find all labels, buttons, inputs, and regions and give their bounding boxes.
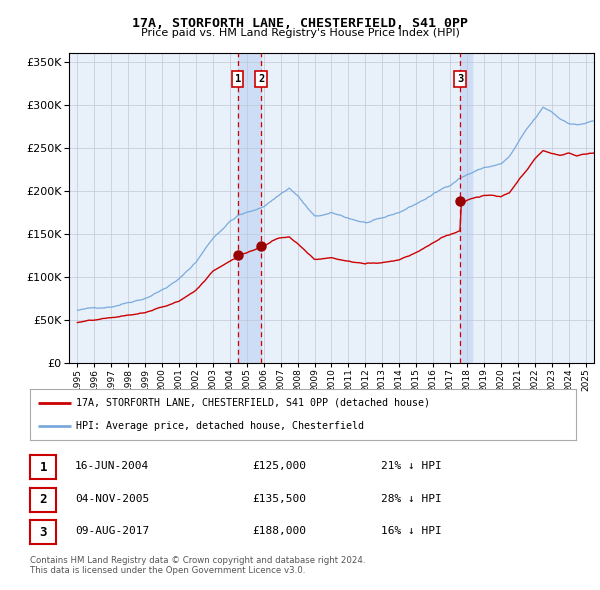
Text: 17A, STORFORTH LANE, CHESTERFIELD, S41 0PP (detached house): 17A, STORFORTH LANE, CHESTERFIELD, S41 0… (76, 398, 430, 408)
Text: This data is licensed under the Open Government Licence v3.0.: This data is licensed under the Open Gov… (30, 566, 305, 575)
Text: £135,500: £135,500 (252, 494, 306, 503)
Text: 28% ↓ HPI: 28% ↓ HPI (381, 494, 442, 503)
Text: 04-NOV-2005: 04-NOV-2005 (75, 494, 149, 503)
Text: HPI: Average price, detached house, Chesterfield: HPI: Average price, detached house, Ches… (76, 421, 364, 431)
Text: 3: 3 (457, 74, 463, 84)
Text: 16-JUN-2004: 16-JUN-2004 (75, 461, 149, 471)
Bar (460, 53, 472, 363)
Text: 17A, STORFORTH LANE, CHESTERFIELD, S41 0PP: 17A, STORFORTH LANE, CHESTERFIELD, S41 0… (132, 17, 468, 30)
Text: 1: 1 (235, 74, 241, 84)
Text: 16% ↓ HPI: 16% ↓ HPI (381, 526, 442, 536)
Text: 09-AUG-2017: 09-AUG-2017 (75, 526, 149, 536)
Text: 2: 2 (258, 74, 264, 84)
Text: £125,000: £125,000 (252, 461, 306, 471)
Text: 3: 3 (40, 526, 47, 539)
Text: Price paid vs. HM Land Registry's House Price Index (HPI): Price paid vs. HM Land Registry's House … (140, 28, 460, 38)
Bar (238, 53, 261, 363)
Text: 21% ↓ HPI: 21% ↓ HPI (381, 461, 442, 471)
Text: 1: 1 (40, 461, 47, 474)
Text: 2: 2 (40, 493, 47, 506)
Text: £188,000: £188,000 (252, 526, 306, 536)
Text: Contains HM Land Registry data © Crown copyright and database right 2024.: Contains HM Land Registry data © Crown c… (30, 556, 365, 565)
